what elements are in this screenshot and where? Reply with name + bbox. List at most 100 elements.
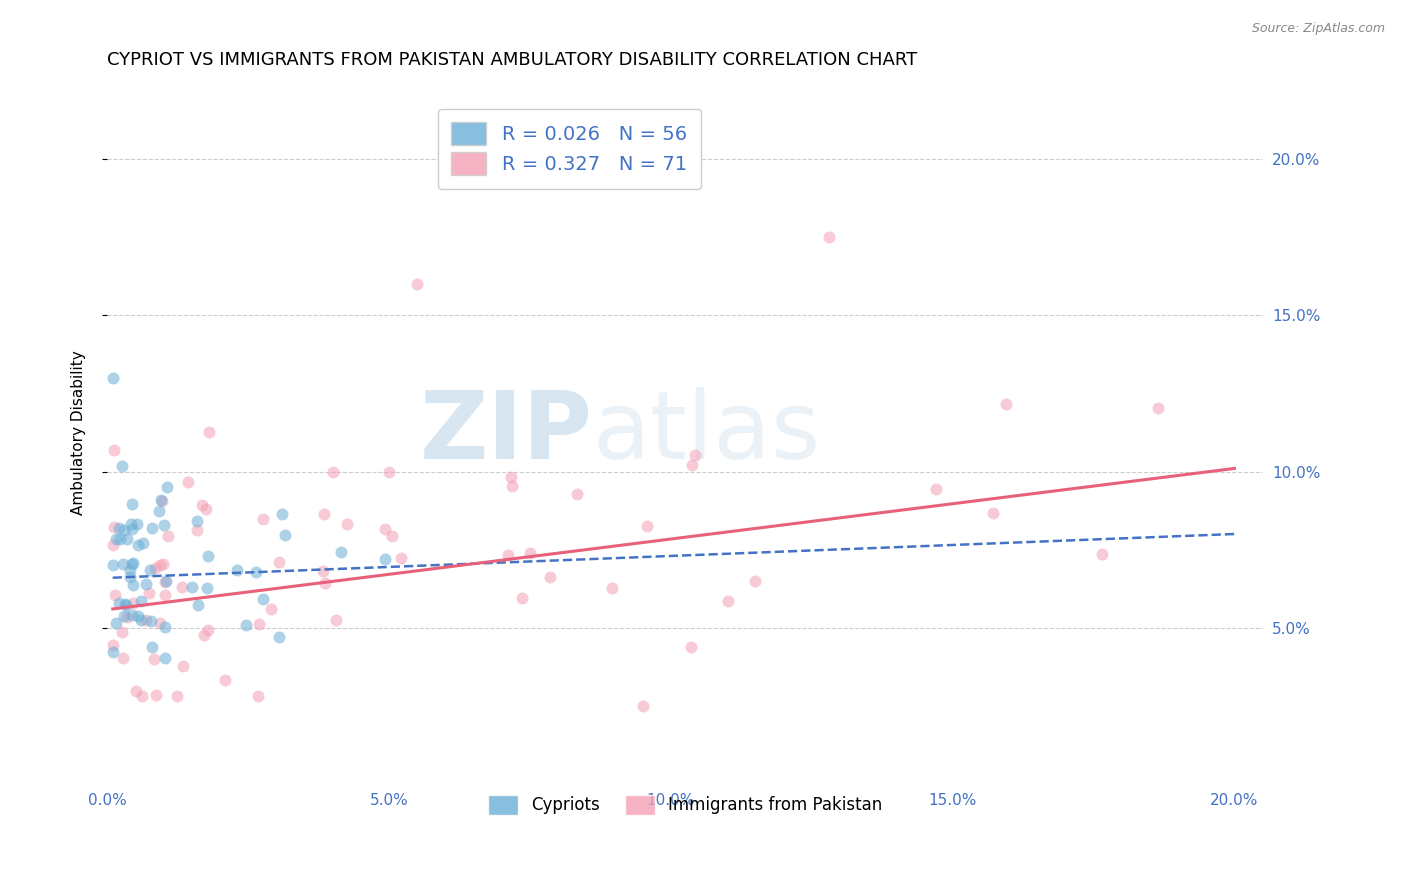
- Point: [103, 443, 125, 458]
- Point: [121, 522, 143, 536]
- Point: [198, 425, 221, 439]
- Point: [107, 596, 129, 610]
- Point: [496, 548, 519, 562]
- Point: [269, 630, 291, 644]
- Point: [187, 599, 209, 613]
- Point: [117, 532, 139, 546]
- Point: [105, 532, 128, 546]
- Point: [981, 506, 1004, 520]
- Point: [107, 521, 129, 535]
- Point: [110, 624, 132, 639]
- Point: [312, 565, 335, 579]
- Point: [166, 690, 188, 704]
- Point: [121, 608, 143, 623]
- Point: [153, 650, 176, 665]
- Point: [131, 690, 153, 704]
- Point: [101, 638, 124, 652]
- Point: [141, 640, 163, 654]
- Point: [565, 487, 588, 501]
- Point: [143, 560, 166, 574]
- Point: [994, 397, 1017, 411]
- Point: [112, 609, 135, 624]
- Point: [679, 640, 702, 655]
- Point: [214, 673, 236, 687]
- Point: [195, 502, 218, 516]
- Text: Source: ZipAtlas.com: Source: ZipAtlas.com: [1251, 22, 1385, 36]
- Point: [501, 479, 523, 493]
- Point: [108, 532, 131, 546]
- Point: [156, 529, 179, 543]
- Point: [247, 616, 270, 631]
- Point: [181, 580, 204, 594]
- Point: [260, 602, 283, 616]
- Point: [122, 578, 145, 592]
- Point: [111, 557, 134, 571]
- Point: [195, 581, 218, 595]
- Point: [267, 555, 290, 569]
- Point: [153, 588, 176, 602]
- Point: [101, 645, 124, 659]
- Point: [1147, 401, 1170, 416]
- Point: [499, 470, 522, 484]
- Point: [103, 520, 125, 534]
- Point: [235, 618, 257, 632]
- Point: [101, 538, 124, 552]
- Point: [149, 493, 172, 508]
- Point: [636, 519, 658, 533]
- Point: [135, 613, 157, 627]
- Point: [186, 514, 208, 528]
- Point: [148, 504, 170, 518]
- Point: [391, 551, 413, 566]
- Point: [177, 475, 200, 489]
- Point: [141, 521, 163, 535]
- Point: [149, 616, 172, 631]
- Point: [274, 528, 297, 542]
- Point: [155, 574, 177, 588]
- Point: [118, 563, 141, 577]
- Point: [141, 614, 163, 628]
- Point: [325, 613, 347, 627]
- Point: [186, 523, 208, 537]
- Point: [111, 458, 134, 473]
- Text: ZIP: ZIP: [419, 386, 592, 478]
- Point: [271, 507, 294, 521]
- Point: [122, 596, 145, 610]
- Point: [538, 570, 561, 584]
- Point: [600, 581, 623, 595]
- Point: [519, 546, 541, 560]
- Point: [817, 230, 839, 244]
- Point: [336, 516, 359, 531]
- Point: [115, 598, 138, 612]
- Point: [374, 522, 396, 536]
- Text: atlas: atlas: [592, 386, 821, 478]
- Point: [115, 609, 138, 624]
- Point: [152, 557, 174, 571]
- Point: [170, 581, 193, 595]
- Point: [153, 620, 176, 634]
- Point: [138, 563, 160, 577]
- Point: [129, 613, 152, 627]
- Point: [121, 557, 143, 571]
- Point: [153, 517, 176, 532]
- Point: [104, 615, 127, 630]
- Point: [315, 576, 337, 591]
- Text: CYPRIOT VS IMMIGRANTS FROM PAKISTAN AMBULATORY DISABILITY CORRELATION CHART: CYPRIOT VS IMMIGRANTS FROM PAKISTAN AMBU…: [107, 51, 917, 69]
- Point: [245, 566, 267, 580]
- Point: [120, 517, 142, 532]
- Point: [716, 594, 738, 608]
- Point: [132, 535, 155, 549]
- Point: [381, 528, 404, 542]
- Point: [685, 448, 707, 462]
- Point: [114, 597, 136, 611]
- Point: [125, 684, 148, 698]
- Point: [252, 592, 274, 607]
- Point: [744, 574, 766, 588]
- Point: [631, 698, 654, 713]
- Point: [193, 628, 215, 642]
- Point: [378, 465, 401, 479]
- Point: [101, 371, 124, 385]
- Point: [121, 497, 143, 511]
- Point: [121, 557, 143, 571]
- Point: [226, 563, 249, 577]
- Point: [329, 545, 352, 559]
